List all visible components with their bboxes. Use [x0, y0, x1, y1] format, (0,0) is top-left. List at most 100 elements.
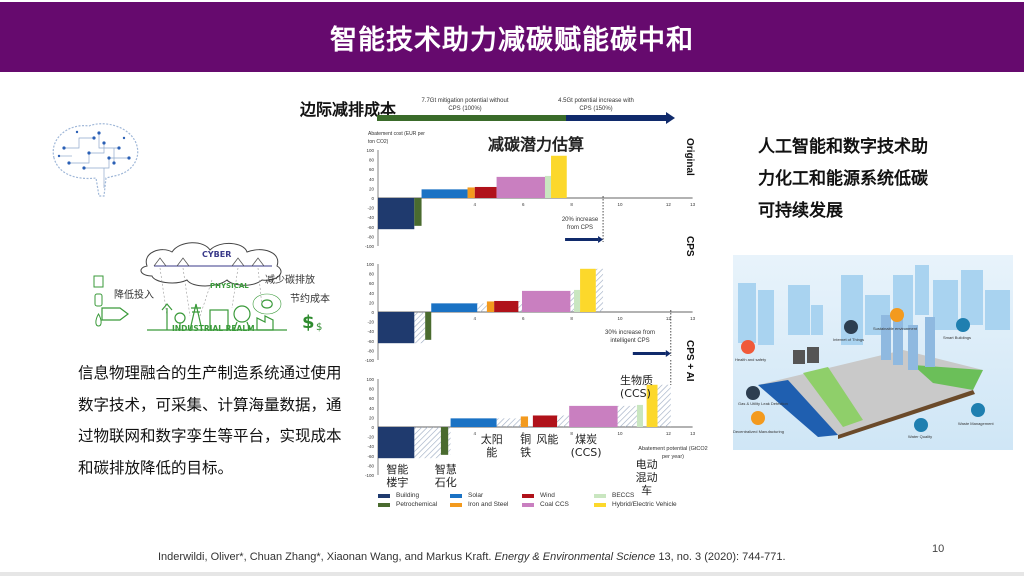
reduce-emission-label: 减少碳排放: [265, 275, 315, 286]
svg-text:-60: -60: [367, 339, 374, 344]
svg-text:6: 6: [522, 202, 525, 207]
svg-text:6: 6: [522, 316, 525, 321]
city-label: Decentralized Manufacturing: [733, 429, 784, 434]
legend-swatch: [378, 493, 390, 498]
bar-solar: [421, 189, 468, 198]
cps-description: 信息物理融合的生产制造系统通过使用数字技术，可采集、计算海量数据，通过物联网和数…: [78, 364, 342, 477]
legend-label: Petrochemical: [396, 501, 438, 508]
chart-title: 减碳潜力估算: [488, 135, 585, 154]
bar-iron-and-steel: [486, 301, 495, 312]
bar-petrochemical: [425, 312, 432, 340]
page-number: 10: [932, 543, 945, 555]
cyber-cloud-icon: $ $: [93, 242, 322, 333]
svg-text:-40: -40: [367, 444, 374, 449]
svg-text:-20: -20: [367, 320, 374, 325]
legend-item: Coal CCS: [522, 501, 569, 508]
svg-text:8: 8: [570, 316, 573, 321]
svg-text:60: 60: [369, 167, 375, 172]
city-label: Waste Management: [958, 421, 995, 426]
svg-text:-20: -20: [367, 206, 374, 211]
legend-swatch: [594, 502, 606, 507]
svg-text:40: 40: [369, 406, 375, 411]
svg-text:10: 10: [617, 202, 623, 207]
mitigation-without-cps-label: 7.7Gt mitigation potential without CPS (…: [421, 98, 509, 112]
svg-text:-80: -80: [367, 463, 374, 468]
svg-text:$: $: [302, 312, 315, 333]
panel-label-cps-ai: CPS + AI: [684, 340, 695, 382]
bar-wind: [474, 186, 497, 198]
industrial-realm-label: INDUSTRIAL REALM: [172, 324, 255, 333]
category-label-cn: 智能 楼宇: [386, 463, 409, 489]
svg-text:8: 8: [570, 202, 573, 207]
svg-text:80: 80: [369, 272, 375, 277]
legend-item: Solar: [450, 492, 483, 499]
legend-swatch: [522, 493, 534, 498]
svg-text:-60: -60: [367, 225, 374, 230]
bar-hybrid-electric-vehicle: [580, 268, 596, 312]
bar-petrochemical: [414, 198, 422, 226]
svg-text:10: 10: [617, 431, 623, 436]
category-label-cn: 铜铁: [520, 433, 532, 459]
svg-text:-100: -100: [365, 244, 375, 249]
bar-coal-ccs: [569, 405, 618, 427]
potential-with-cps-label: 4.5Gt potential increase with CPS (150%): [558, 98, 634, 112]
svg-text:0: 0: [371, 196, 374, 201]
marginal-cost-label: 边际减排成本: [300, 100, 397, 119]
legend-label: Building: [396, 492, 420, 499]
svg-text:12: 12: [666, 202, 672, 207]
legend-swatch: [450, 493, 462, 498]
svg-text:100: 100: [366, 262, 374, 267]
category-label-cn: 太阳能: [480, 433, 503, 459]
svg-text:-40: -40: [367, 329, 374, 334]
bar-petrochemical: [440, 427, 449, 455]
citation-authors: Inderwildi, Oliver*, Chuan Zhang*, Xiaon…: [158, 551, 495, 563]
intelligent-cps-note: 30% increase from intelligent CPS: [604, 330, 656, 344]
svg-text:-80: -80: [367, 234, 374, 239]
bar-solar: [431, 303, 478, 312]
category-label-cn: 风能: [536, 433, 559, 446]
physical-label: PHYSICAL: [210, 282, 249, 290]
title-bar: 智能技术助力减碳赋能碳中和: [0, 2, 1024, 72]
svg-text:-60: -60: [367, 454, 374, 459]
bar-solar: [450, 418, 497, 427]
category-label-cn: 电动 混动车: [635, 458, 658, 497]
footer-band: [0, 572, 1024, 576]
svg-text:13: 13: [690, 316, 696, 321]
legend-label: Hybrid/Electric Vehicle: [612, 501, 677, 508]
citation-details: 13, no. 3 (2020): 744-771.: [655, 551, 786, 563]
cyber-physical-diagram: $ $ CYBER PHYSICAL INDUSTRIAL REALM 降低投入…: [92, 238, 332, 338]
slide-title: 智能技术助力减碳赋能碳中和: [330, 24, 694, 56]
svg-text:80: 80: [369, 158, 375, 163]
bar-building: [378, 312, 415, 344]
bar-iron-and-steel: [520, 416, 529, 427]
city-label: Health and safety: [735, 357, 766, 362]
svg-text:60: 60: [369, 396, 375, 401]
panel-label-cps: CPS: [684, 236, 695, 257]
svg-text:-80: -80: [367, 348, 374, 353]
svg-text:12: 12: [666, 431, 672, 436]
legend-label: Solar: [468, 492, 484, 499]
category-label-cn: 智慧 石化: [434, 463, 457, 489]
legend-swatch: [594, 493, 606, 498]
bar-hybrid-electric-vehicle: [646, 384, 658, 427]
svg-text:-40: -40: [367, 215, 374, 220]
svg-text:20: 20: [369, 300, 375, 305]
legend-label: Coal CCS: [540, 501, 569, 508]
bar-beccs: [574, 289, 581, 312]
legend-item: Hybrid/Electric Vehicle: [594, 501, 677, 508]
svg-text:-100: -100: [365, 473, 375, 478]
svg-text:4: 4: [474, 431, 477, 436]
svg-text:0: 0: [371, 425, 374, 430]
svg-text:20: 20: [369, 186, 375, 191]
svg-text:4: 4: [474, 202, 477, 207]
save-cost-label: 节约成本: [290, 294, 330, 305]
legend-item: Building: [378, 492, 419, 499]
svg-text:12: 12: [666, 316, 672, 321]
cps-increase-note: 20% increase from CPS: [561, 217, 599, 231]
category-label-biomass: 生物质 (CCS): [620, 374, 653, 400]
panel-label-original: Original: [684, 138, 695, 176]
legend-swatch: [522, 502, 534, 507]
ai-summary-line: 可持续发展: [758, 201, 843, 221]
circuit-brain-icon: [52, 123, 139, 197]
